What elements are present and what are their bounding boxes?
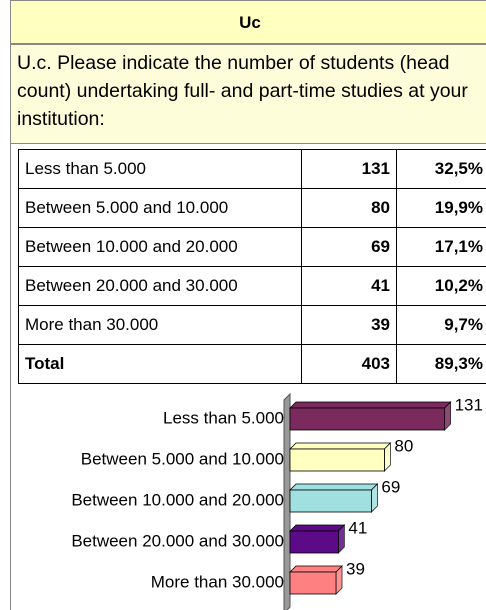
bar-top (289, 524, 346, 532)
table-cell: 69 (301, 227, 397, 267)
table-cell: 17,1% (396, 227, 486, 267)
category-label: Between 10.000 and 20.000 (71, 490, 284, 509)
bar (289, 571, 337, 595)
bar (289, 530, 339, 554)
header-title: Uc (10, 0, 486, 44)
table-row: Between 5.000 and 10.000 80 19,9% (18, 188, 486, 228)
bar-top (289, 483, 379, 491)
table-cell: Total (18, 344, 302, 384)
table-cell: Less than 5.000 (18, 149, 302, 189)
table-cell: 32,5% (396, 149, 486, 189)
category-label: Less than 5.000 (163, 408, 284, 427)
table-cell: 10,2% (396, 266, 486, 306)
table-row: Less than 5.000 131 32,5% (18, 149, 486, 189)
table-row: Between 10.000 and 20.000 69 17,1% (18, 227, 486, 267)
frame-line (10, 144, 11, 610)
category-label: Between 20.000 and 30.000 (71, 531, 284, 550)
table-cell: 403 (301, 344, 397, 384)
table-cell: 39 (301, 305, 397, 345)
value-label: 80 (394, 436, 413, 455)
bar-top (289, 442, 392, 450)
table-cell: 19,9% (396, 188, 486, 228)
table-row: More than 30.000 39 9,7% (18, 305, 486, 345)
question: U.c. Please indicate the number of stude… (10, 44, 486, 144)
table-cell: Between 10.000 and 20.000 (18, 227, 302, 267)
value-label: 41 (348, 518, 367, 537)
table-row: Total 403 89,3% (18, 344, 486, 384)
table-cell: More than 30.000 (18, 305, 302, 345)
table-cell: 89,3% (396, 344, 486, 384)
value-label: 69 (381, 477, 400, 496)
results-table: Less than 5.000 131 32,5% Between 5.000 and… (18, 149, 486, 384)
bar (289, 407, 445, 431)
axis-wall (283, 392, 291, 610)
table-cell: Between 20.000 and 30.000 (18, 266, 302, 306)
category-label: Between 5.000 and 10.000 (81, 449, 284, 468)
bar (289, 489, 372, 513)
value-label: 39 (346, 559, 365, 578)
bar-top (289, 565, 343, 573)
table-row: Between 20.000 and 30.000 41 10,2% (18, 266, 486, 306)
value-label: 131 (455, 395, 483, 414)
bar (289, 448, 385, 472)
bar-top (289, 401, 452, 409)
category-label: More than 30.000 (151, 572, 284, 591)
